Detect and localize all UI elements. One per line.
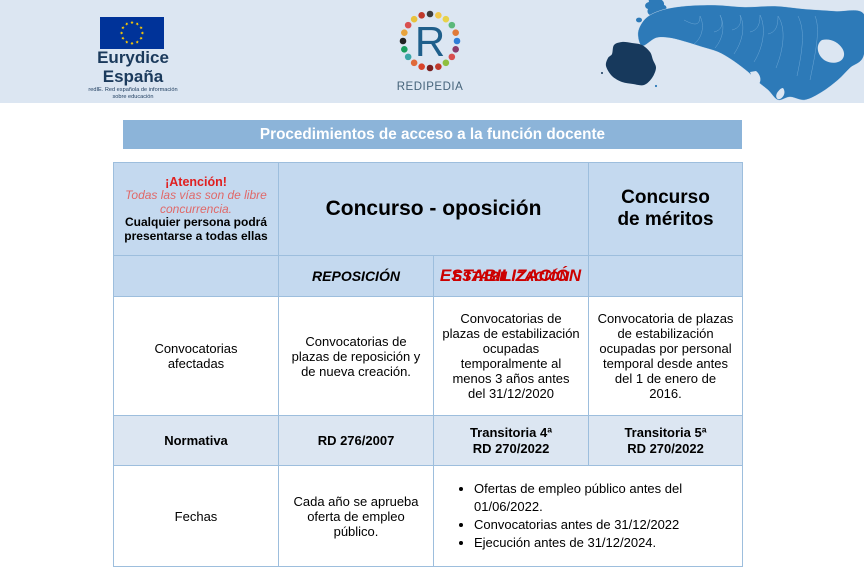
svg-text:R: R [415, 18, 445, 65]
